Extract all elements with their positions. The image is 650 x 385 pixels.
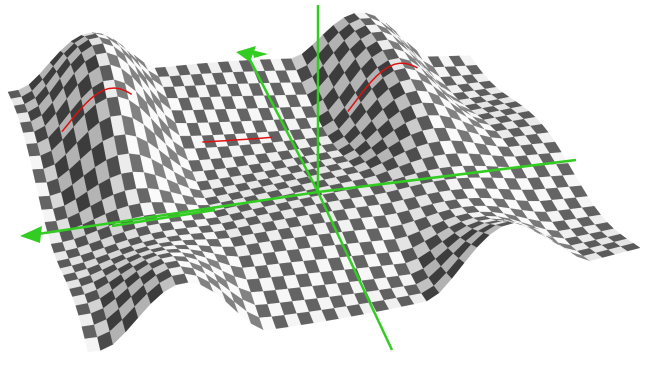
axis-arrow [20, 226, 42, 243]
axis-arrow [252, 50, 268, 58]
page: (() => { const data = JSON.parse(documen… [0, 0, 650, 385]
checkered-surface [8, 13, 640, 352]
render-view [0, 0, 650, 385]
